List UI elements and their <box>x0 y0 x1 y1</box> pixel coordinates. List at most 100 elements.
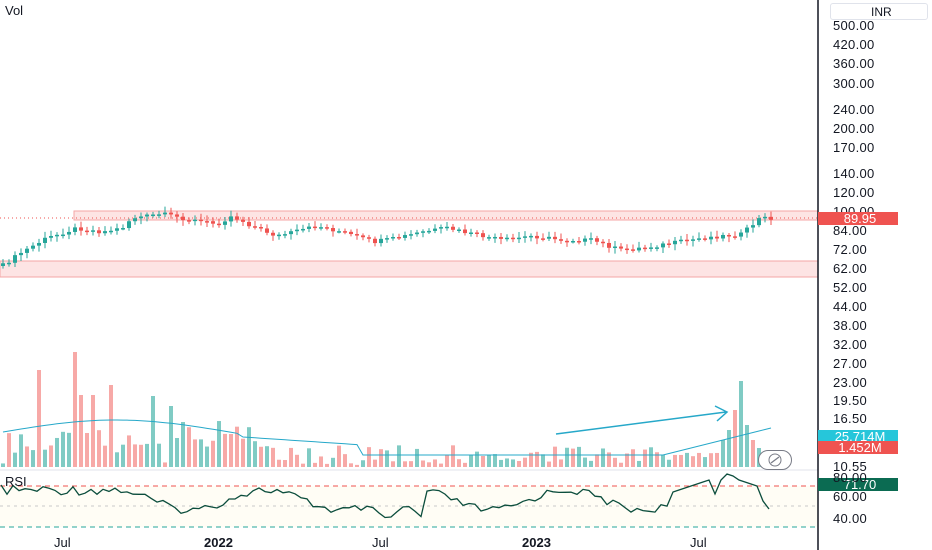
price-axis-label: 72.00 <box>833 242 868 257</box>
candle <box>385 238 389 240</box>
candles <box>1 206 773 269</box>
volume-bar <box>157 443 161 467</box>
time-label-2022: 2022 <box>204 535 233 550</box>
volume-ma-line <box>2 419 772 456</box>
candle <box>367 237 371 239</box>
currency-button[interactable]: INR <box>830 3 928 20</box>
candle <box>409 234 413 236</box>
candle <box>751 225 755 228</box>
volume-bar <box>565 447 569 467</box>
volume-bar <box>133 444 137 467</box>
candle <box>217 223 221 226</box>
candle <box>49 235 53 238</box>
volume-bar <box>79 395 83 467</box>
volume-bar <box>541 454 545 467</box>
time-label-2023: 2023 <box>522 535 551 550</box>
candle <box>181 216 185 221</box>
candle <box>1 263 5 266</box>
volume-bar <box>439 463 443 467</box>
candle <box>565 240 569 243</box>
candle <box>727 234 731 237</box>
candle <box>757 218 761 226</box>
candle <box>511 237 515 240</box>
candle <box>547 236 551 239</box>
volume-bar <box>499 459 503 467</box>
candle <box>523 236 527 238</box>
candle <box>391 237 395 239</box>
candle <box>529 235 533 238</box>
volume-bar <box>349 463 353 467</box>
candle <box>79 227 83 231</box>
candle <box>487 237 491 239</box>
candle <box>241 219 245 222</box>
volume-bar <box>343 454 347 467</box>
candle <box>331 228 335 232</box>
candle <box>655 247 659 249</box>
volume-bar <box>31 450 35 467</box>
volume-bar <box>307 448 311 467</box>
candle <box>109 230 113 233</box>
price-axis-label: 500.00 <box>833 18 875 33</box>
volume-bar <box>385 450 389 467</box>
candle <box>31 245 35 249</box>
volume-bar <box>655 452 659 467</box>
bolt-icon[interactable] <box>758 450 792 470</box>
candle <box>583 238 587 242</box>
volume-bar <box>469 455 473 467</box>
candle <box>463 229 467 234</box>
volume-bar <box>253 441 257 467</box>
candle <box>115 228 119 231</box>
candle <box>595 238 599 242</box>
candle <box>733 236 737 238</box>
candle <box>667 243 671 245</box>
candle <box>199 219 203 222</box>
candle <box>229 216 233 222</box>
trend-arrow <box>555 405 729 435</box>
volume-bar <box>13 452 17 467</box>
price-axis-label: 140.00 <box>833 166 875 181</box>
volume-bar <box>211 440 215 467</box>
volume-bar <box>553 446 557 467</box>
volume-bar <box>175 437 179 467</box>
volume-bar <box>391 461 395 467</box>
candle <box>607 242 611 248</box>
candle <box>259 227 263 229</box>
candle <box>745 227 749 233</box>
volume-title: Vol <box>5 3 24 18</box>
volume-bar <box>121 444 125 467</box>
candle <box>631 249 635 251</box>
volume-bar <box>361 460 365 467</box>
rsi-title: RSI <box>5 474 27 489</box>
volume-bar <box>457 459 461 467</box>
volume-bar <box>217 421 221 467</box>
volume-bar <box>475 451 479 467</box>
candle <box>685 239 689 242</box>
volume-bar <box>25 446 29 467</box>
volume-bar <box>325 463 329 467</box>
volume-bar <box>283 460 287 467</box>
candle <box>355 234 359 236</box>
rsi-axis-label-60: 60.00 <box>833 489 868 504</box>
volume-bar <box>739 381 743 467</box>
candle <box>85 230 89 233</box>
price-axis-label: 19.50 <box>833 393 868 408</box>
volume-bar <box>427 462 431 467</box>
volume-bar <box>103 445 107 467</box>
time-label-jul-2022: Jul <box>372 535 389 550</box>
volume-bar <box>187 427 191 467</box>
volume-bar <box>523 457 527 467</box>
candle <box>73 227 77 232</box>
candle <box>673 240 677 245</box>
price-axis-label: 23.00 <box>833 375 868 390</box>
price-axis-label: 10.55 <box>833 459 868 474</box>
candle <box>703 238 707 240</box>
volume-bar <box>229 434 233 467</box>
candle <box>325 227 329 229</box>
volume-bar <box>61 431 65 467</box>
candle <box>415 232 419 235</box>
candle <box>403 235 407 238</box>
volume-bar <box>301 463 305 467</box>
volume-bar <box>679 454 683 467</box>
candle <box>175 214 179 217</box>
